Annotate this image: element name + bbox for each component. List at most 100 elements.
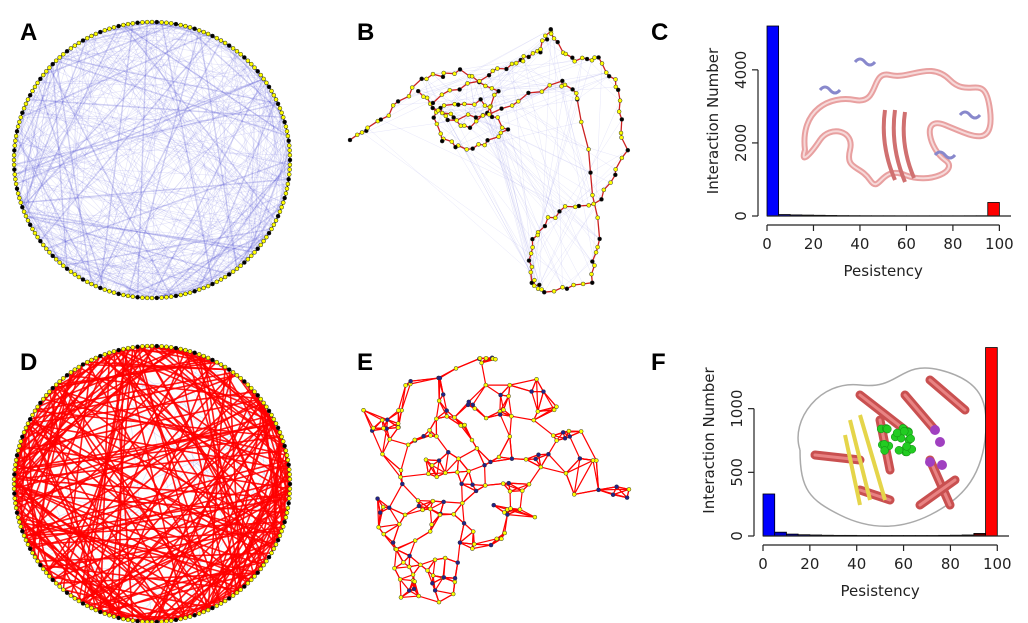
network-edge [443,38,555,140]
x-tick-label: 100 [983,555,1012,573]
network-edges [362,357,630,603]
network-node [513,60,519,66]
network-node [116,23,121,29]
network-node [275,537,281,543]
network-node [111,290,117,295]
network-node [30,412,35,418]
network-node [271,416,277,422]
network-node [12,467,18,472]
network-edge [17,22,143,194]
network-edge [74,45,289,185]
network-node [38,562,43,568]
network-edge [15,54,241,180]
network-edge [52,255,213,285]
network-edge [16,131,213,285]
network-edge [198,99,277,290]
network-edge [478,144,600,240]
network-node [425,568,430,573]
network-edge [48,67,172,297]
network-edge [14,174,60,263]
network-node [125,345,131,351]
network-edge [14,422,277,476]
network-node [286,496,292,501]
network-node [530,236,535,242]
network-node [192,288,197,294]
network-edge [13,22,167,161]
network-edge [27,99,57,260]
network-edge [123,117,284,296]
network-edge [127,23,270,234]
network-node [116,291,121,297]
network-node [21,209,27,214]
network-node [76,598,82,604]
network-edge [438,593,454,603]
network-edge [20,178,289,204]
network-edge [22,67,255,208]
network-edge [46,248,172,297]
network-edge [427,29,551,99]
network-node [427,428,432,433]
network-edge [70,60,249,272]
network-edge [27,530,282,546]
network-edge [25,215,258,250]
network-edge [27,220,167,298]
network-node [590,458,596,463]
network-edge [418,500,434,507]
network-node [13,176,18,182]
network-edge [185,232,270,295]
network-node [397,521,402,527]
network-edge [122,24,277,221]
network-node [579,119,584,125]
network-node [421,94,426,99]
network-node [14,510,20,515]
network-edge [16,183,272,230]
ligand-atom [902,442,911,451]
network-node [464,147,469,152]
network-node [284,129,290,134]
network-node [178,22,183,28]
network-edge [445,115,531,273]
network-node [255,246,260,251]
network-edge [422,500,434,511]
network-edge [474,538,497,545]
network-node [470,546,475,551]
network-edge [29,94,245,263]
network-node [452,415,457,420]
network-edge [459,542,473,550]
network-edge [39,35,214,242]
network-node [264,234,269,240]
network-edge [497,80,563,118]
network-node [44,69,49,74]
network-node [125,617,131,623]
network-node [178,292,183,298]
network-edge [49,21,157,68]
network-edge [20,117,177,297]
network-edge [67,50,255,68]
network-node [12,472,17,477]
network-edge [532,150,628,248]
network-edge [13,414,272,490]
network-edge [45,387,252,574]
network-edge [216,37,270,88]
ligand-atom [899,427,909,436]
network-node [72,272,78,277]
network-edge [166,108,281,298]
network-edge [509,483,530,492]
network-node [284,510,290,515]
network-node [12,172,18,177]
network-edge [367,29,551,129]
network-edge [23,108,290,166]
network-edge [40,22,143,242]
network-node [116,347,121,353]
network-edge [82,357,97,366]
network-edge [23,211,143,298]
network-edge [29,352,111,550]
network-node [17,519,22,525]
network-edge [277,103,288,189]
network-node [452,71,457,76]
network-edge [156,95,275,299]
network-edge [74,45,281,212]
network-edge [429,508,433,525]
network-edge [16,188,47,249]
network-node [539,89,545,94]
